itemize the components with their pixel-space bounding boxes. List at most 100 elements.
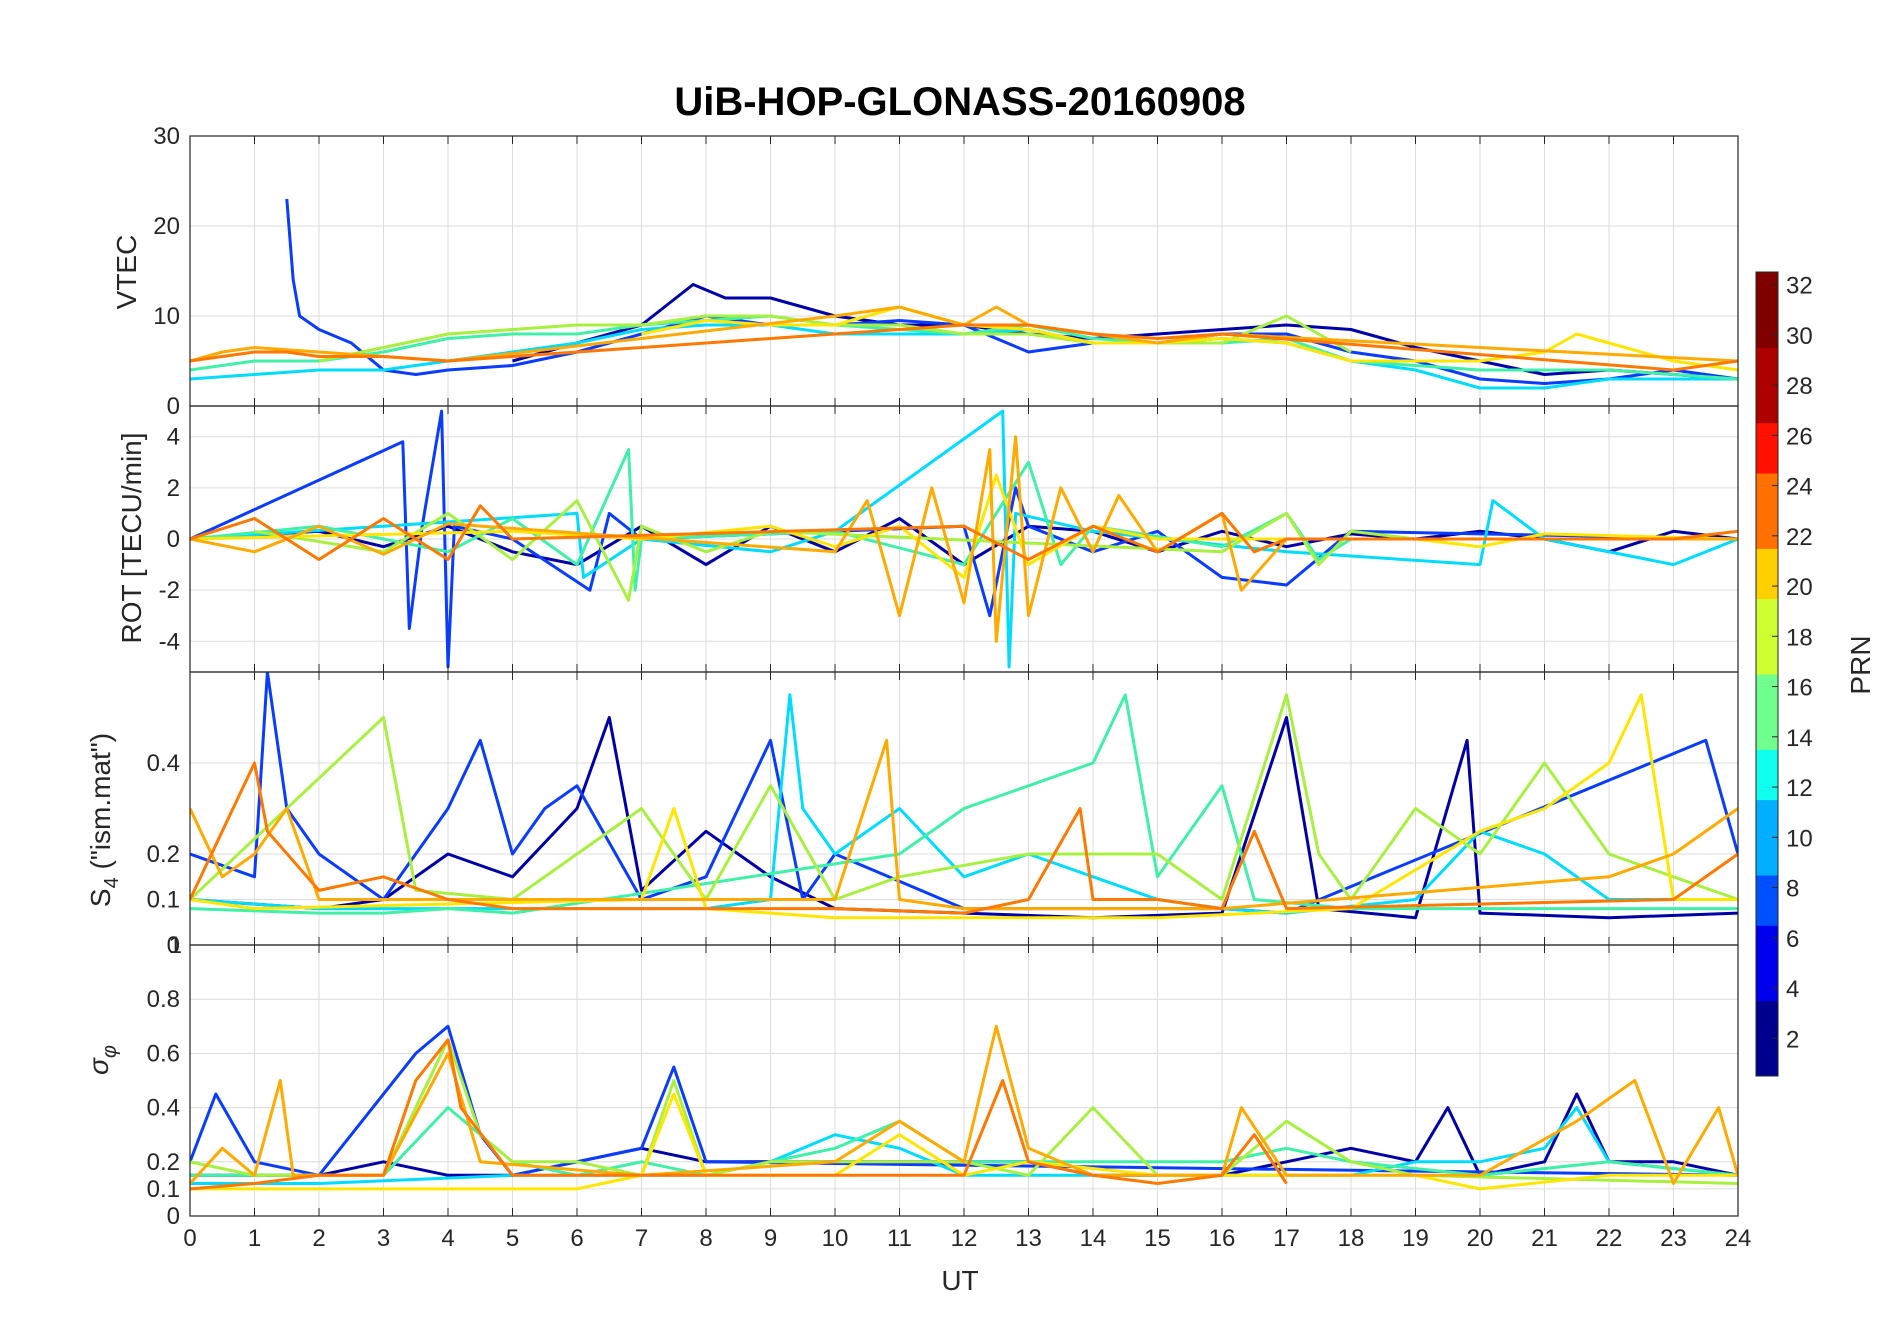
series-line-prn-23 — [190, 305, 1738, 363]
x-tick-label: 22 — [1596, 1225, 1623, 1252]
series-line-prn-18 — [190, 693, 1738, 901]
colorbar-tick-label: 18 — [1786, 624, 1813, 651]
y-tick-label-overlap: 1 — [169, 932, 182, 959]
series-line-prn-24 — [190, 504, 1738, 561]
x-tick-label: 1 — [248, 1225, 261, 1252]
colorbar-cell — [1756, 1025, 1778, 1052]
series-group — [190, 409, 1738, 669]
series-line-prn-21 — [641, 305, 1738, 372]
x-tick-label: 20 — [1467, 1225, 1494, 1252]
y-tick-label: 0.1 — [147, 1176, 180, 1203]
colorbar-cell — [1756, 322, 1778, 348]
x-tick-label: 23 — [1660, 1225, 1687, 1252]
y-tick-label: 30 — [153, 123, 180, 150]
x-tick-label: 0 — [183, 1225, 196, 1252]
y-axis-label-sigma: σφ — [83, 1045, 121, 1075]
y-tick-label: 0.6 — [147, 1040, 180, 1067]
y-tick-label: 0.1 — [147, 887, 180, 914]
x-tick-label: 12 — [951, 1225, 978, 1252]
y-axis-label-rot: ROT [TECU/min] — [116, 432, 147, 643]
colorbar-tick-label: 2 — [1786, 1026, 1799, 1053]
y-tick-label: -2 — [159, 577, 180, 604]
colorbar-tick-label: 26 — [1786, 423, 1813, 450]
x-tick-label: 15 — [1144, 1225, 1171, 1252]
y-tick-label: 0.4 — [147, 1095, 180, 1122]
x-tick-label: 14 — [1080, 1225, 1107, 1252]
colorbar-cell — [1756, 749, 1778, 775]
colorbar-tick-label: 8 — [1786, 876, 1799, 903]
colorbar-cell — [1756, 573, 1778, 600]
colorbar-cell — [1756, 774, 1778, 801]
colorbar-cell — [1756, 648, 1778, 675]
chart-title: UiB-HOP-GLONASS-20160908 — [674, 80, 1245, 124]
y-tick-label: 4 — [167, 424, 180, 451]
y-tick-label: 0.8 — [147, 986, 180, 1013]
colorbar-tick-label: 6 — [1786, 926, 1799, 953]
y-axis-label-s4: S4 ("ism.mat") — [85, 733, 123, 907]
colorbar-cell — [1756, 372, 1778, 399]
colorbar-cell — [1756, 272, 1778, 298]
x-tick-label: 3 — [377, 1225, 390, 1252]
colorbar-tick-label: 20 — [1786, 574, 1813, 601]
series-line-prn-21 — [190, 693, 1738, 920]
x-tick-label: 16 — [1209, 1225, 1236, 1252]
x-tick-label: 17 — [1273, 1225, 1300, 1252]
y-tick-label: -4 — [159, 628, 180, 655]
colorbar-cell — [1756, 900, 1778, 926]
colorbar-tick-label: 32 — [1786, 273, 1813, 300]
x-tick-label: 2 — [312, 1225, 325, 1252]
series-line-prn-21 — [190, 1092, 1738, 1191]
series-line-prn-23 — [190, 738, 1738, 911]
x-tick-label: 10 — [822, 1225, 849, 1252]
colorbar-tick-label: 14 — [1786, 725, 1813, 752]
colorbar-tick-label: 12 — [1786, 775, 1813, 802]
y-tick-label: 0 — [167, 526, 180, 553]
colorbar-tick-label: 24 — [1786, 474, 1813, 501]
series-group — [190, 672, 1738, 920]
x-tick-label: 18 — [1338, 1225, 1365, 1252]
colorbar-cell — [1756, 422, 1778, 449]
panel-frame — [189, 944, 1739, 1217]
colorbar-cell — [1756, 498, 1778, 524]
colorbar-cell — [1756, 397, 1778, 424]
colorbar-cell — [1756, 824, 1778, 851]
colorbar-cell — [1756, 950, 1778, 976]
x-tick-label: 4 — [441, 1225, 454, 1252]
colorbar-cell — [1756, 799, 1778, 826]
series-line-prn-18 — [190, 1038, 1738, 1185]
colorbar-tick-label: 22 — [1786, 524, 1813, 551]
series-line-prn-11 — [190, 409, 1738, 669]
x-axis-label: UT — [941, 1265, 978, 1296]
panel-vtec: 0 10 20 30 — [153, 123, 1739, 420]
colorbar-tick-label: 30 — [1786, 323, 1813, 350]
panel-rot: -4 -2 0 2 4 — [159, 405, 1739, 673]
panel-sigma-phi: 00.10.2 0.4 0.6 0.8 — [147, 944, 1739, 1230]
x-tick-label: 7 — [635, 1225, 648, 1252]
colorbar-tick-label: 16 — [1786, 675, 1813, 702]
colorbar-cell — [1756, 674, 1778, 700]
colorbar-cell — [1756, 849, 1778, 876]
series-line-prn-5 — [190, 1024, 1738, 1177]
colorbar-cell — [1756, 598, 1778, 625]
x-axis: 0 1 2 3 4 5 6 7 8 9 10 11 12 13 14 15 16 17 18 19 20 21 22 23 24 — [183, 1225, 1751, 1252]
x-tick-label: 5 — [506, 1225, 519, 1252]
colorbar-cell — [1756, 925, 1778, 951]
colorbar-tick-label: 28 — [1786, 373, 1813, 400]
series-line-prn-24 — [190, 761, 1738, 915]
colorbar-cell — [1756, 548, 1778, 574]
colorbar-cell — [1756, 297, 1778, 323]
y-tick-label: 0.4 — [147, 750, 180, 777]
x-tick-label: 6 — [570, 1225, 583, 1252]
x-tick-label: 8 — [699, 1225, 712, 1252]
colorbar-cell — [1756, 1050, 1778, 1077]
y-tick-label-overlap: 0 — [167, 932, 180, 959]
colorbar-tick-label: 4 — [1786, 976, 1799, 1003]
y-tick-label: 2 — [167, 475, 180, 502]
colorbar-cell — [1756, 523, 1778, 549]
y-axis-label-s4-text: S4 ("ism.mat") — [85, 733, 123, 907]
colorbar-frame — [1755, 271, 1779, 1077]
y-tick-label: 0 — [167, 1203, 180, 1230]
